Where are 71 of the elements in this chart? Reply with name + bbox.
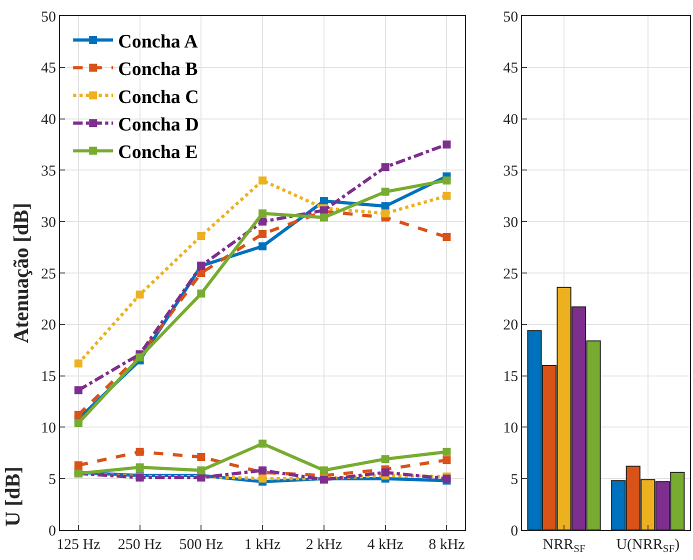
point — [381, 163, 390, 172]
point — [136, 290, 144, 299]
point — [136, 463, 144, 472]
x-tick-label: 250 Hz — [118, 537, 162, 553]
y-tick-label: 10 — [41, 420, 56, 436]
point — [381, 209, 390, 218]
point — [258, 218, 267, 226]
point — [197, 232, 206, 240]
x-tick-label: NRR$_{SF}$ — [542, 537, 586, 556]
point — [258, 209, 267, 218]
legend-label: Concha B — [118, 59, 198, 80]
point — [74, 419, 82, 428]
y-tick-label: 35 — [503, 163, 518, 180]
y-tick-label: 15 — [41, 369, 56, 386]
y-axis-title: Atenuação [dB] — [9, 202, 34, 344]
text: U [dB] — [0, 466, 24, 527]
x-tick-label: 8 kHz — [428, 537, 466, 553]
point — [442, 456, 451, 464]
y-tick-label: 45 — [41, 60, 56, 77]
point — [320, 213, 328, 222]
point — [258, 230, 267, 238]
x-tick-label: 4 kHz — [367, 537, 404, 553]
y-tick-label: 10 — [503, 420, 518, 436]
x-tick-label: 2 kHz — [306, 537, 342, 553]
x-tick-label: 500 Hz — [179, 537, 224, 553]
y-tick-label: 30 — [41, 214, 56, 231]
y-tick-label: 15 — [503, 369, 518, 386]
y-tick-label: 5 — [510, 472, 518, 488]
x-tick-label: 125 Hz — [56, 537, 101, 553]
point — [258, 242, 267, 250]
legend-label: Concha C — [118, 86, 199, 108]
y-tick-label: 40 — [503, 112, 518, 128]
point — [381, 455, 390, 464]
x-tick-label: 1 kHz — [244, 537, 282, 553]
y-tick-label: 20 — [41, 318, 56, 334]
y-tick-label: 40 — [41, 112, 56, 128]
point — [442, 140, 451, 148]
y-tick-label: 35 — [41, 163, 56, 180]
y-tick-label: 5 — [48, 472, 56, 488]
legend-label: Concha D — [118, 114, 199, 136]
x-tick-label: U(NRR$_{SF}$) — [616, 537, 680, 556]
point — [197, 466, 206, 474]
point — [74, 386, 82, 394]
y-tick-label: 45 — [503, 60, 518, 77]
point — [74, 359, 82, 368]
point — [197, 290, 206, 298]
y-tick-label: 0 — [48, 523, 56, 540]
y-tick-label: 25 — [503, 266, 518, 282]
point — [442, 176, 451, 184]
point — [442, 192, 451, 200]
y-tick-label: 50 — [503, 9, 518, 26]
legend-label: Concha A — [118, 31, 198, 52]
point — [258, 440, 267, 448]
legend-label: Concha E — [118, 142, 198, 164]
point — [74, 410, 82, 419]
point — [320, 466, 328, 474]
y-tick-label: 20 — [503, 318, 518, 334]
point — [381, 188, 390, 196]
point — [258, 176, 267, 184]
y-tick-label: 30 — [503, 214, 518, 231]
point — [381, 202, 390, 210]
point — [442, 233, 451, 242]
y-tick-label: 25 — [41, 266, 56, 282]
y-tick-label: 0 — [510, 523, 518, 540]
point — [136, 448, 144, 456]
point — [258, 474, 267, 483]
point — [381, 468, 390, 476]
y-tick-label: 50 — [41, 9, 56, 26]
point — [197, 453, 206, 462]
point — [74, 461, 82, 470]
point — [442, 448, 451, 456]
